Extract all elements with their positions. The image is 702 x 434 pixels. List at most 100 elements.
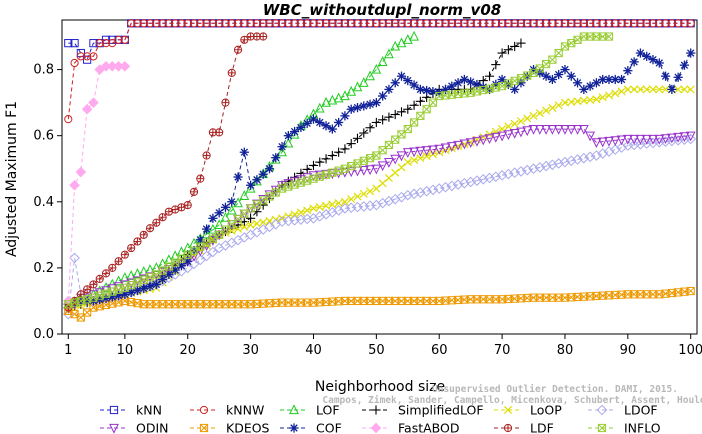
data-point: [207, 246, 219, 258]
data-point: [661, 19, 670, 28]
data-point: [277, 19, 287, 28]
data-point: [415, 187, 426, 198]
data-point: [258, 169, 268, 179]
data-point: [340, 111, 350, 121]
data-point: [553, 158, 564, 169]
data-point: [308, 213, 319, 224]
data-point: [314, 102, 325, 113]
data-point: [75, 166, 87, 178]
data-point: [503, 45, 513, 55]
data-point: [541, 71, 551, 81]
legend-marker: [289, 404, 299, 415]
data-point: [598, 19, 607, 28]
data-point: [435, 19, 444, 28]
data-point: [559, 156, 571, 168]
data-point: [441, 19, 450, 28]
data-point: [303, 19, 312, 28]
data-point: [534, 124, 545, 135]
data-point: [416, 154, 425, 163]
data-point: [290, 19, 299, 28]
data-point: [479, 19, 488, 28]
data-point: [528, 124, 539, 135]
data-point: [277, 146, 287, 157]
data-point: [365, 99, 375, 109]
data-point: [302, 118, 312, 128]
data-point: [365, 165, 375, 176]
data-point: [617, 19, 626, 28]
x-tick-label: 1: [64, 343, 72, 358]
data-point: [660, 134, 671, 145]
data-point: [504, 19, 513, 28]
data-point: [503, 168, 514, 180]
data-point: [290, 210, 299, 219]
data-point: [139, 230, 148, 239]
data-point: [584, 151, 596, 163]
legend-item-lof: LOF: [280, 403, 340, 418]
data-point: [641, 134, 652, 145]
data-point: [215, 128, 224, 137]
data-point: [315, 157, 325, 167]
data-point: [674, 19, 683, 28]
data-point: [377, 197, 388, 209]
data-point: [422, 85, 432, 96]
data-point: [359, 101, 369, 111]
data-point: [396, 191, 407, 203]
data-point: [132, 268, 143, 278]
legend-label: LOF: [316, 403, 340, 418]
plot-area: 1 10 20 30 40 50 60 70 80 90 100 0.0 0.2 0.4 0.6 0.8: [33, 19, 702, 358]
data-point: [403, 75, 413, 86]
data-point: [278, 214, 287, 223]
legend-label: ODIN: [136, 421, 169, 434]
data-point: [327, 124, 337, 134]
data-point: [542, 106, 551, 115]
data-point: [485, 19, 494, 28]
data-point: [347, 195, 356, 204]
data-point: [428, 87, 438, 97]
data-point: [372, 19, 381, 28]
data-point: [466, 19, 475, 28]
data-point: [353, 19, 362, 28]
x-tick-label: 10: [117, 343, 134, 358]
data-point: [322, 201, 331, 210]
legend-item-cof: COF: [280, 421, 342, 434]
data-point: [127, 19, 136, 28]
data-point: [572, 78, 583, 88]
data-point: [560, 19, 570, 28]
data-point: [484, 134, 495, 145]
data-point: [686, 286, 695, 296]
data-point: [515, 166, 527, 177]
data-point: [409, 118, 419, 127]
y-tick-label: 0.2: [33, 261, 54, 276]
data-point: [446, 142, 457, 152]
data-point: [629, 134, 640, 145]
data-point: [674, 85, 683, 94]
data-point: [642, 85, 651, 94]
data-point: [214, 219, 225, 230]
legend-marker: [109, 405, 119, 415]
data-point: [371, 98, 381, 108]
data-point: [240, 222, 249, 231]
data-point: [214, 208, 224, 218]
data-point: [271, 19, 280, 28]
data-point: [290, 126, 300, 137]
data-point: [384, 19, 394, 28]
watermark-line-1: Unsupervised Outlier Detection. DAMI, 20…: [432, 384, 678, 395]
series-line: [67, 36, 264, 308]
data-point: [372, 184, 381, 193]
data-point: [334, 117, 344, 128]
data-point: [183, 200, 192, 210]
y-axis-label: Adjusted Maximum F1: [4, 101, 20, 257]
data-point: [560, 64, 570, 75]
data-point: [353, 192, 362, 201]
data-point: [496, 170, 508, 181]
data-point: [648, 134, 658, 145]
series-line: [68, 22, 691, 61]
data-point: [89, 280, 98, 289]
legend-item-simplifiedlof: SimplifiedLOF: [362, 403, 484, 418]
data-point: [69, 179, 80, 191]
data-point: [365, 123, 375, 133]
data-point: [346, 104, 356, 114]
data-point: [296, 208, 305, 217]
data-point: [196, 19, 205, 28]
data-point: [522, 126, 533, 137]
